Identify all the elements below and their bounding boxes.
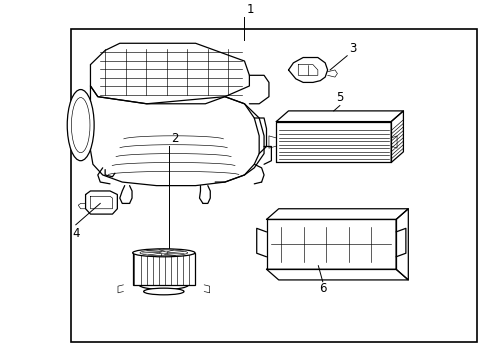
- Polygon shape: [276, 111, 403, 122]
- Text: 6: 6: [318, 283, 326, 296]
- Polygon shape: [276, 122, 390, 162]
- Ellipse shape: [140, 250, 187, 256]
- Polygon shape: [90, 43, 249, 104]
- Bar: [132, 253, 195, 285]
- Text: 5: 5: [335, 91, 343, 104]
- Polygon shape: [90, 86, 259, 186]
- Polygon shape: [288, 58, 327, 82]
- Text: 1: 1: [246, 3, 254, 15]
- Text: 2: 2: [171, 132, 178, 145]
- Ellipse shape: [132, 249, 195, 257]
- Ellipse shape: [143, 288, 183, 295]
- Polygon shape: [266, 220, 395, 269]
- Text: 4: 4: [72, 226, 80, 239]
- Ellipse shape: [139, 280, 188, 289]
- Polygon shape: [266, 269, 407, 280]
- Polygon shape: [395, 209, 407, 280]
- Bar: [71, 29, 476, 342]
- Ellipse shape: [160, 252, 167, 254]
- Polygon shape: [266, 209, 407, 220]
- Text: 3: 3: [349, 42, 356, 55]
- Polygon shape: [390, 111, 403, 162]
- Polygon shape: [85, 191, 117, 214]
- Ellipse shape: [67, 90, 94, 161]
